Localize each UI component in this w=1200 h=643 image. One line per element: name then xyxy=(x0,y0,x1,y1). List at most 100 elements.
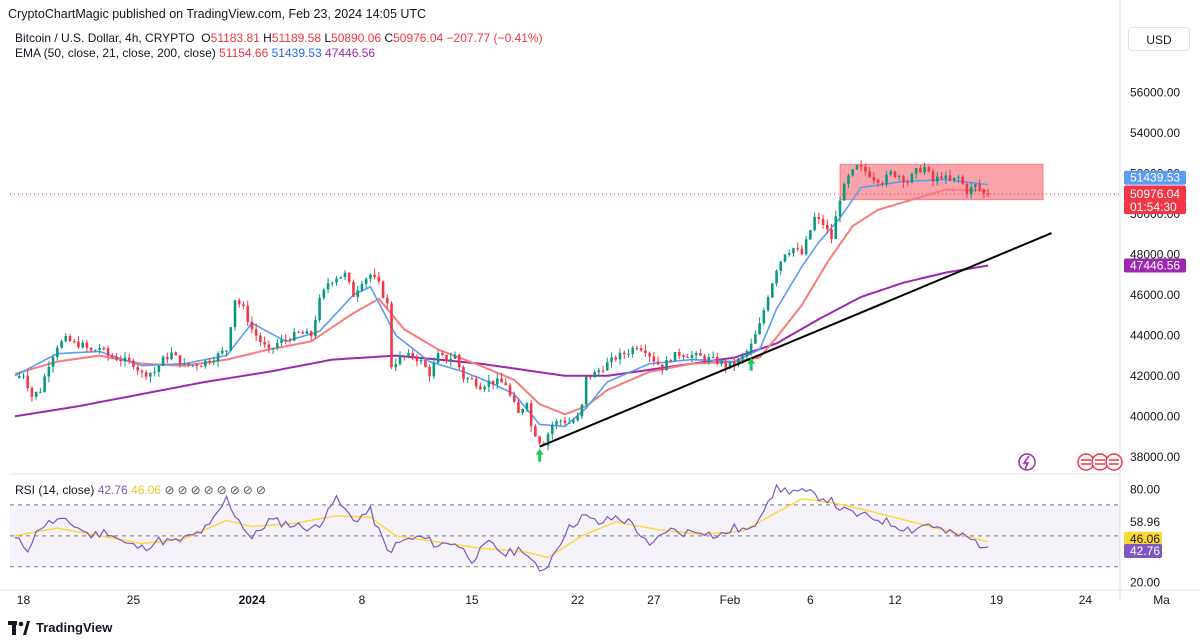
rsi-label: RSI (14, close) xyxy=(15,483,95,497)
candle-body xyxy=(119,360,123,362)
candle-body xyxy=(652,356,656,362)
rsi-ma-value: 46.06 xyxy=(131,483,162,497)
candle-body xyxy=(462,366,465,380)
candle-body xyxy=(694,353,698,356)
indicator-eye-icons[interactable]: ⊘⊘⊘⊘⊘⊘⊘⊘ xyxy=(164,483,269,497)
candle-body xyxy=(982,189,986,194)
candle-body xyxy=(986,193,990,195)
close-label: C xyxy=(384,31,394,45)
footer: TradingView xyxy=(8,620,112,635)
candle-body xyxy=(377,276,381,282)
candle-body xyxy=(732,361,736,365)
candle-body xyxy=(259,335,262,343)
candle-body xyxy=(601,370,605,372)
candle-body xyxy=(521,409,524,414)
candle-body xyxy=(842,184,846,201)
candle-body xyxy=(331,282,334,284)
candle-body xyxy=(737,358,740,365)
open-label: O xyxy=(201,31,211,45)
candle-body xyxy=(195,364,199,367)
price-axis-badge-label: 50976.04 xyxy=(1130,187,1180,201)
candle-body xyxy=(555,421,558,425)
ema-legend: EMA (50, close, 21, close, 200, close) 5… xyxy=(15,46,375,60)
candle-body xyxy=(868,171,871,178)
candle-body xyxy=(534,426,537,437)
candle-body xyxy=(851,169,854,176)
candle-body xyxy=(644,350,647,354)
currency-selector[interactable]: USD xyxy=(1128,27,1190,51)
candle-body xyxy=(233,300,237,328)
price-axis-badge xyxy=(1124,200,1186,215)
candle-body xyxy=(787,253,791,255)
candle-body xyxy=(593,372,596,378)
candle-body xyxy=(669,360,673,362)
time-tick-label: 25 xyxy=(127,593,141,607)
candle-body xyxy=(804,239,808,255)
time-tick-label: 8 xyxy=(359,593,366,607)
candle-body xyxy=(826,225,829,230)
high-value: 51189.58 xyxy=(271,31,321,45)
candle-body xyxy=(297,331,300,333)
time-tick-label: Feb xyxy=(720,593,741,607)
candle-body xyxy=(56,347,59,358)
rsi-tick-label: 58.96 xyxy=(1130,515,1160,529)
candle-body xyxy=(263,342,266,345)
candle-body xyxy=(796,248,799,250)
candle-body xyxy=(221,350,224,354)
candle-body xyxy=(508,385,512,396)
candle-body xyxy=(648,353,651,357)
candle-body xyxy=(132,360,135,368)
candle-body xyxy=(237,300,241,305)
candle-body xyxy=(559,420,563,422)
candle-body xyxy=(479,386,482,390)
symbol-info: Bitcoin / U.S. Dollar, 4h, CRYPTO O51183… xyxy=(15,31,543,45)
candle-body xyxy=(775,270,778,284)
candle-body xyxy=(529,403,533,427)
candle-body xyxy=(276,343,279,348)
candle-body xyxy=(60,341,63,348)
candle-body xyxy=(597,370,601,373)
candle-body xyxy=(821,218,825,226)
candle-body xyxy=(174,352,178,356)
candle-body xyxy=(271,347,275,349)
candle-body xyxy=(711,356,715,358)
candle-body xyxy=(305,331,309,334)
candle-body xyxy=(394,364,398,368)
candle-body xyxy=(677,352,681,356)
candle-body xyxy=(149,372,152,377)
candle-body xyxy=(487,380,491,387)
price-tick-label: 46000.00 xyxy=(1130,288,1180,302)
candle-body xyxy=(881,182,884,185)
ema200-line xyxy=(14,264,989,418)
price-tick-label: 48000.00 xyxy=(1130,247,1180,261)
candle-body xyxy=(610,357,613,363)
candle-body xyxy=(749,343,753,352)
buy-arrow-icon xyxy=(747,357,756,371)
time-tick-label: 12 xyxy=(888,593,902,607)
candle-body xyxy=(525,403,529,410)
rsi-axis-badge xyxy=(1124,544,1162,559)
candle-body xyxy=(216,353,220,362)
candle-body xyxy=(885,174,888,185)
candle-body xyxy=(250,321,254,330)
candle-body xyxy=(491,380,495,385)
candle-body xyxy=(855,165,859,170)
candle-body xyxy=(246,306,249,322)
candle-body xyxy=(326,283,330,290)
candle-body xyxy=(43,376,46,392)
candle-body xyxy=(212,361,216,363)
candle-body xyxy=(98,348,101,350)
candle-body xyxy=(22,375,25,377)
candle-body xyxy=(161,356,165,366)
candle-body xyxy=(419,359,423,362)
price-tick-label: 56000.00 xyxy=(1130,85,1180,99)
time-tick-label: 27 xyxy=(647,593,661,607)
buy-arrow-icon xyxy=(535,448,544,462)
lightning-icon xyxy=(1018,453,1036,471)
candle-body xyxy=(424,359,427,367)
candle-body xyxy=(26,375,29,388)
candle-body xyxy=(771,283,774,298)
candle-body xyxy=(584,376,588,405)
candle-body xyxy=(64,335,68,342)
